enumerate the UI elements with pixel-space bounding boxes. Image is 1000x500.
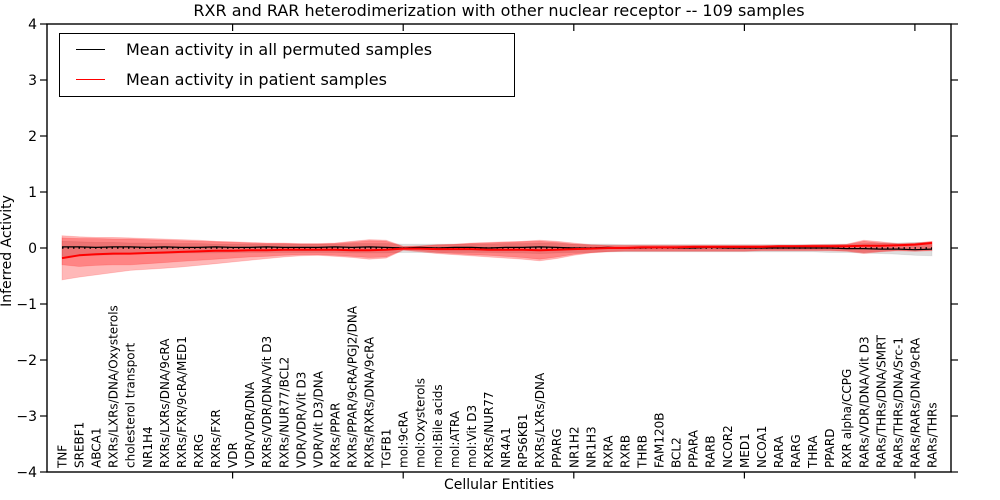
x-tick-label: RARs/VDR/DNA/Vit D3 <box>857 336 871 468</box>
x-tick-label: RARB <box>704 435 718 468</box>
legend-label-permuted: Mean activity in all permuted samples <box>126 39 433 59</box>
legend: Mean activity in all permuted samples Me… <box>59 33 515 97</box>
x-tick-label: RXR alpha/CCPG <box>840 369 854 468</box>
x-tick-label: mol:ATRA <box>448 410 462 468</box>
x-tick-label: BCL2 <box>670 437 684 468</box>
y-tick-label: 2 <box>28 129 37 145</box>
x-tick-label: RXRs/PPAR <box>328 403 342 468</box>
x-tick-label: RXRs/RXRs/DNA/9cRA <box>363 336 377 468</box>
y-tick-label: −4 <box>16 465 37 481</box>
x-tick-label: RXRs/VDR/DNA/Vit D3 <box>260 336 274 468</box>
x-tick-label: TNF <box>56 445 70 469</box>
x-tick-label: NR4A1 <box>499 427 513 468</box>
x-tick-label: VDR/VDR/DNA <box>243 381 257 468</box>
x-tick-label: SREBF1 <box>73 422 87 468</box>
x-tick-label: VDR/Vit D3/DNA <box>311 370 325 468</box>
x-tick-label: RARA <box>772 435 786 468</box>
x-tick-label: VDR <box>226 442 240 468</box>
x-tick-label: RXRs/LXRs/DNA/Oxysterols <box>107 305 121 468</box>
legend-entry-permuted: Mean activity in all permuted samples <box>60 34 514 64</box>
legend-label-patient: Mean activity in patient samples <box>126 69 387 89</box>
x-axis-label: Cellular Entities <box>443 477 555 493</box>
x-tick-label: RARG <box>789 434 803 468</box>
x-tick-label: RXRA <box>601 435 615 468</box>
x-tick-label: PPARG <box>550 428 564 468</box>
y-tick-label: −1 <box>16 297 37 313</box>
y-tick-label: 3 <box>28 73 37 89</box>
y-tick-label: −3 <box>16 409 37 425</box>
x-tick-label: RARs/RARs/DNA/9cRA <box>908 337 922 468</box>
x-tick-label: PPARA <box>687 429 701 468</box>
permuted-mean-line <box>62 246 933 251</box>
x-tick-label: TGFB1 <box>380 429 394 469</box>
x-tick-label: NCOA1 <box>755 426 769 468</box>
x-tick-label: RXRs/NUR77/BCL2 <box>277 357 291 468</box>
x-tick-label: NR1H4 <box>141 426 155 468</box>
x-tick-label: RXRB <box>618 435 632 468</box>
x-tick-label: RXRs/FXR <box>209 409 223 468</box>
x-tick-label: cholesterol transport <box>124 342 138 468</box>
permuted-line-swatch-icon <box>76 48 105 50</box>
x-tick-label: RXRG <box>192 434 206 468</box>
x-tick-label: RPS6KB1 <box>516 413 530 468</box>
x-tick-label: mol:Oxysterols <box>414 378 428 468</box>
y-tick-label: 0 <box>28 241 37 257</box>
x-tick-label: RXRs/FXR/9cRA/MED1 <box>175 336 189 468</box>
x-tick-label: ABCA1 <box>90 428 104 468</box>
patient-line-swatch-icon <box>76 78 105 80</box>
x-tick-label: FAM120B <box>653 413 667 469</box>
x-tick-label: RXRs/NUR77 <box>482 391 496 468</box>
legend-entry-patient: Mean activity in patient samples <box>60 64 514 94</box>
y-axis-label: Inferred Activity <box>0 195 15 307</box>
x-tick-label: NR1H3 <box>584 426 598 468</box>
y-tick-label: −2 <box>16 353 37 369</box>
x-tick-label: mol:Vit D3 <box>465 405 479 468</box>
y-tick-label: 4 <box>28 17 37 33</box>
x-tick-label: THRB <box>636 435 650 469</box>
y-tick-label: 1 <box>28 185 37 201</box>
x-tick-label: THRA <box>806 435 820 469</box>
x-tick-label: RXRs/LXRs/DNA/9cRA <box>158 338 172 468</box>
chart-title: RXR and RAR heterodimerization with othe… <box>193 1 805 20</box>
x-tick-label: RXRs/LXRs/DNA <box>533 372 547 468</box>
x-tick-label: RXRs/PPAR/9cRA/PGJ2/DNA <box>346 305 360 468</box>
x-tick-label: NCOR2 <box>721 425 735 468</box>
x-tick-label: RARs/THRs/DNA/Src-1 <box>891 337 905 468</box>
x-tick-label: mol:9cRA <box>397 411 411 468</box>
patient-mean-line <box>61 242 933 260</box>
x-tick-label: RARs/THRs/DNA/SMRT <box>874 334 888 468</box>
x-tick-label: RARs/THRs <box>926 402 940 468</box>
x-tick-label: mol:Bile acids <box>431 384 445 468</box>
x-tick-label: VDR/VDR/Vit D3 <box>294 372 308 468</box>
x-tick-label: PPARD <box>823 429 837 469</box>
x-tick-label: MED1 <box>738 433 752 468</box>
x-tick-label: NR1H2 <box>567 426 581 468</box>
band-patient-samples-inner-range <box>61 237 933 267</box>
